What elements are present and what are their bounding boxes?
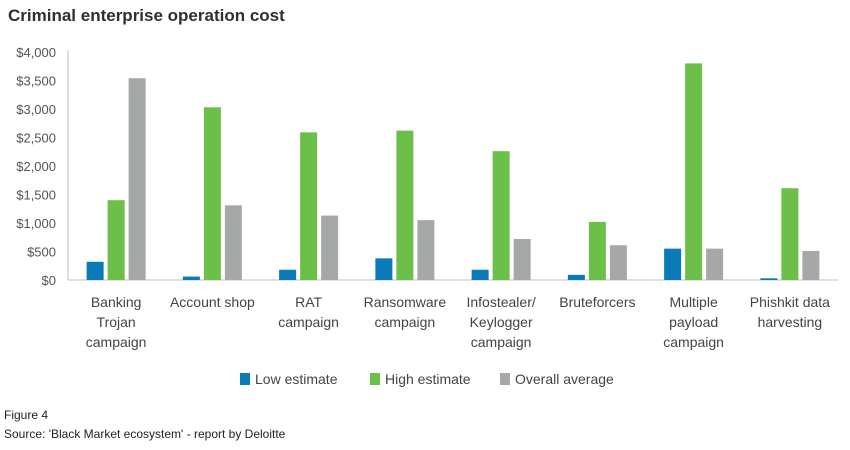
bar-overall-average [513,238,531,280]
y-tick-label: $1,000 [16,216,56,231]
legend-label: Overall average [515,371,614,387]
y-tick-label: $3,500 [16,74,56,89]
category-label: Phishkit data harvesting [750,294,830,330]
y-tick-label: $500 [27,245,56,260]
category-label-line: payload [669,314,718,330]
bar-low-estimate [567,274,585,280]
category-label-line: campaign [471,334,532,350]
category-label-line: campaign [663,334,724,350]
bar-overall-average [706,248,724,280]
legend-label: High estimate [385,371,471,387]
category-label: Multiple payload campaign [663,294,724,350]
category-label: Account shop [170,294,255,310]
bar-low-estimate [664,248,682,280]
bar-overall-average [224,205,242,280]
y-tick-label: $4,000 [16,45,56,60]
bar-high-estimate [107,200,125,280]
category-label: Banking Trojan campaign [86,294,147,350]
source-note: Source: 'Black Market ecosystem' - repor… [4,427,286,441]
category-label-line: Keylogger [470,314,533,330]
category-label-line: Phishkit data [750,294,830,310]
bar-low-estimate [279,269,297,280]
figure-label: Figure 4 [4,408,49,422]
category-label-line: Bruteforcers [559,294,635,310]
category-label-line: Banking [91,294,142,310]
category-label: RAT campaign [278,294,339,330]
bar-low-estimate [760,278,778,280]
bar-high-estimate [396,130,414,280]
bar-overall-average [802,250,820,280]
bar-low-estimate [86,261,104,280]
chart-title: Criminal enterprise operation cost [8,6,285,25]
y-tick-label: $3,000 [16,102,56,117]
bar-high-estimate [492,151,510,280]
bar-high-estimate [203,107,221,280]
bar-low-estimate [182,276,200,280]
category-label-line: campaign [86,334,147,350]
y-tick-label: $2,500 [16,131,56,146]
bar-overall-average [321,215,339,280]
bar-high-estimate [685,63,703,281]
bar-high-estimate [300,132,318,280]
category-label-line: Multiple [670,294,718,310]
bar-low-estimate [471,269,489,280]
category-label-line: campaign [278,314,339,330]
category-label-line: Account shop [170,294,255,310]
category-label-line: harvesting [758,314,823,330]
category-label: Ransomware campaign [364,294,447,330]
bar-overall-average [417,220,435,280]
category-label-line: Infostealer/ [466,294,535,310]
y-tick-label: $1,500 [16,188,56,203]
category-label-line: Ransomware [364,294,447,310]
bar-high-estimate [588,221,606,280]
bar-overall-average [128,78,146,280]
category-label-line: campaign [375,314,436,330]
legend-swatch [500,373,510,385]
category-label-line: RAT [295,294,322,310]
category-label: Infostealer/Keylogger campaign [466,294,535,350]
bar-chart: $0 $500 $1,000 $1,500 $2,000 $2,500 $3,000 $3,5… [16,45,838,387]
legend-swatch [370,373,380,385]
bar-low-estimate [375,258,393,280]
category-label-line: Trojan [97,314,136,330]
y-tick-label: $0 [42,273,56,288]
bar-overall-average [609,245,627,280]
bar-high-estimate [781,188,799,280]
y-tick-label: $2,000 [16,159,56,174]
category-label: Bruteforcers [559,294,635,310]
legend-label: Low estimate [255,371,338,387]
legend-swatch [240,373,250,385]
